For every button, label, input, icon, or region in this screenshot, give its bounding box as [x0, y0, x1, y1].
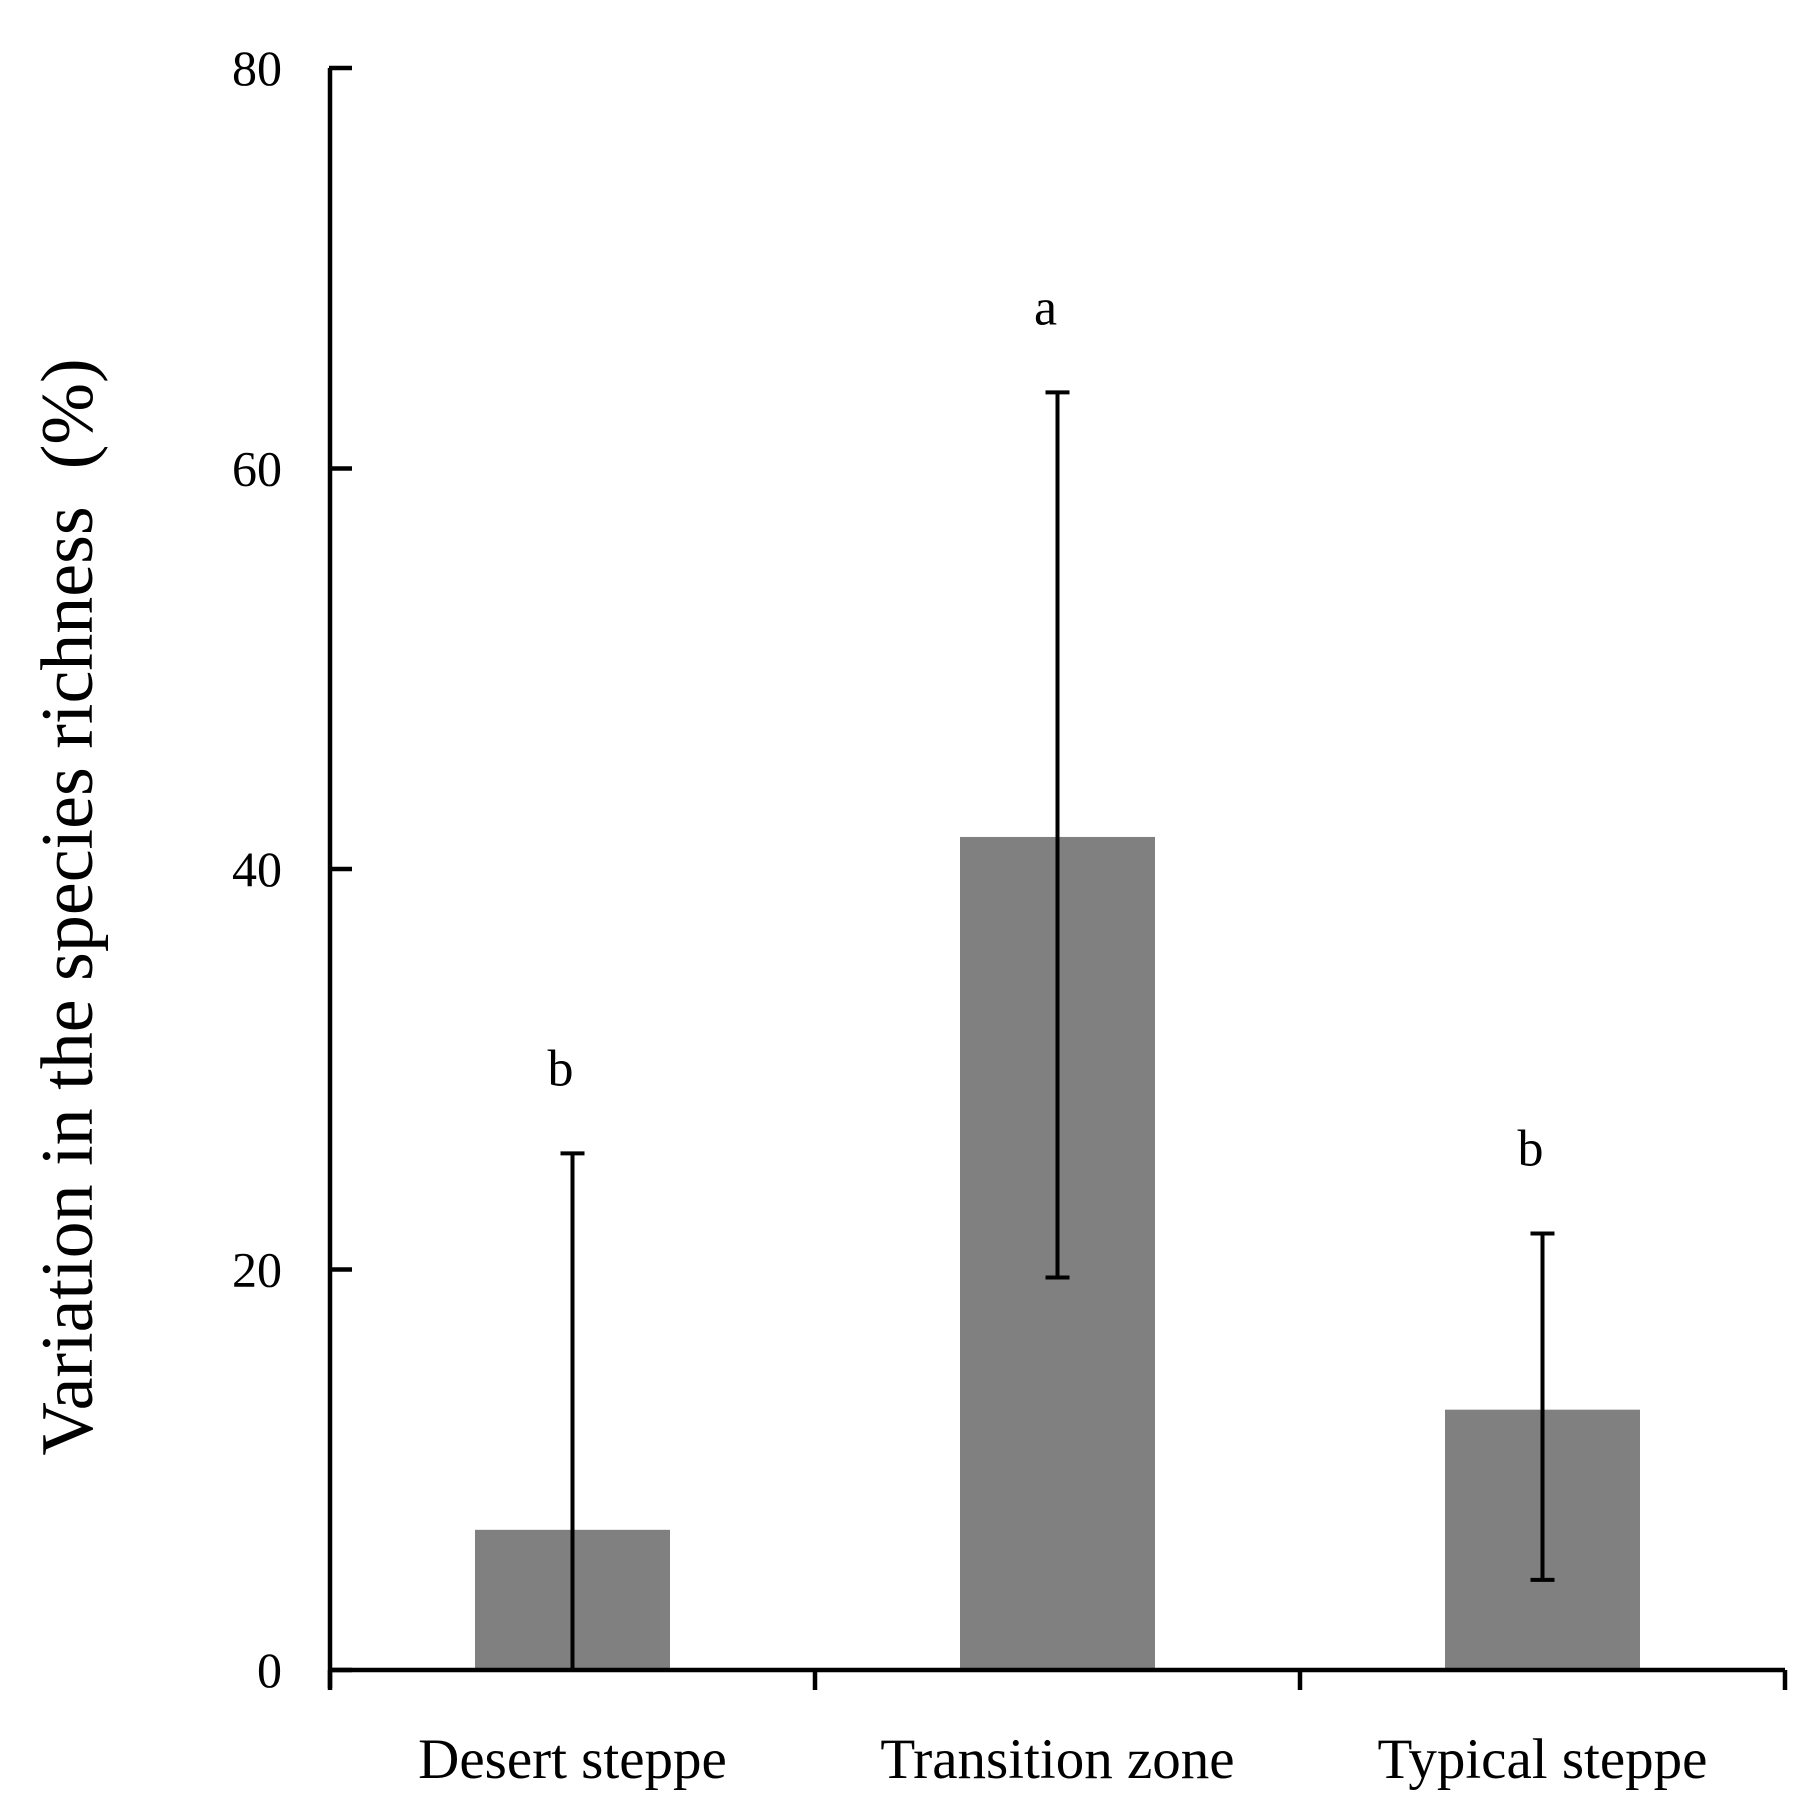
significance-letter: b [548, 1040, 574, 1097]
x-category-label: Desert steppe [418, 1728, 727, 1791]
significance-letter: b [1518, 1120, 1544, 1177]
y-tick-label: 0 [257, 1642, 282, 1698]
y-tick-label: 40 [232, 841, 282, 897]
x-category-label: Transition zone [880, 1728, 1234, 1791]
y-tick-label: 60 [232, 441, 282, 497]
significance-letter: a [1034, 279, 1057, 336]
y-axis-title: Variation in the species richness (%) [27, 358, 109, 1455]
y-tick-label: 20 [232, 1242, 282, 1298]
x-category-label: Typical steppe [1378, 1728, 1708, 1791]
y-tick-label: 80 [232, 40, 282, 96]
labels-layer: b Desert steppe a Transition zone b Typical s… [232, 40, 1707, 1791]
error-bars-layer [560, 390, 1555, 1670]
axes-layer [327, 65, 1788, 1690]
